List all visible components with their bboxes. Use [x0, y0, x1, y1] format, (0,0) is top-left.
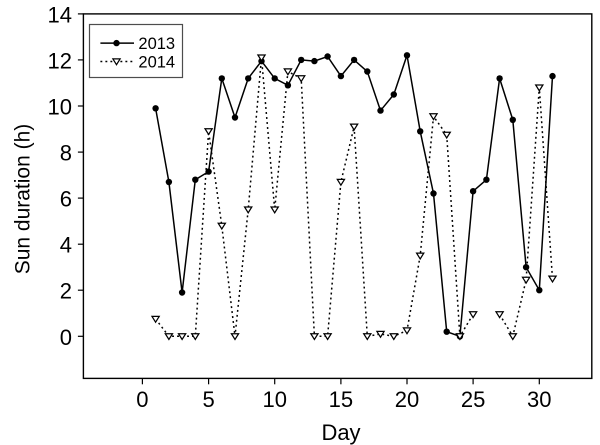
svg-text:0: 0	[60, 325, 72, 350]
svg-text:5: 5	[202, 387, 214, 412]
svg-text:2: 2	[60, 279, 72, 304]
svg-text:15: 15	[329, 387, 353, 412]
svg-text:8: 8	[60, 141, 72, 166]
svg-text:25: 25	[461, 387, 485, 412]
svg-text:10: 10	[48, 95, 72, 120]
svg-text:4: 4	[60, 233, 72, 258]
svg-text:0: 0	[136, 387, 148, 412]
svg-text:2014: 2014	[138, 53, 175, 71]
svg-text:10: 10	[262, 387, 286, 412]
svg-text:2013: 2013	[138, 35, 175, 53]
svg-text:Sun duration (h): Sun duration (h)	[12, 124, 35, 275]
svg-text:Day: Day	[321, 420, 360, 445]
svg-text:6: 6	[60, 187, 72, 212]
svg-text:14: 14	[48, 2, 72, 27]
svg-text:30: 30	[527, 387, 551, 412]
svg-text:20: 20	[395, 387, 419, 412]
svg-text:12: 12	[48, 48, 72, 73]
